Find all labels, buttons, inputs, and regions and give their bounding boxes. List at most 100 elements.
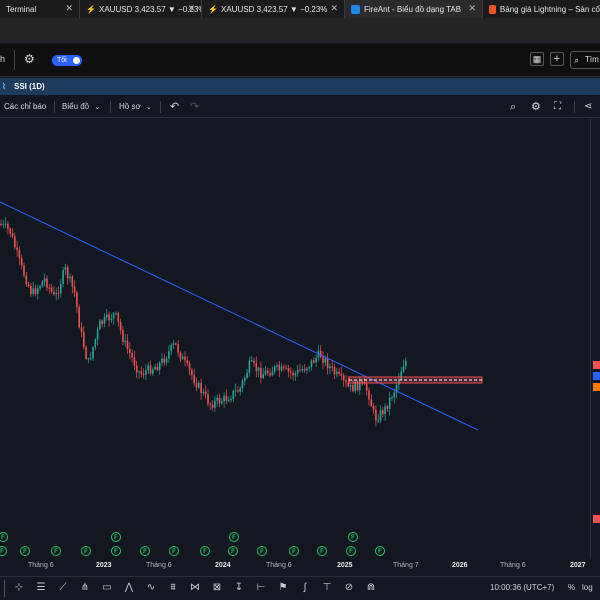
candle-body	[179, 352, 182, 359]
close-icon[interactable]: ✕	[468, 3, 476, 13]
rectangle-icon[interactable]: ▭	[102, 582, 112, 593]
profile-label: Hồ sơ	[119, 102, 141, 111]
search-input[interactable]: ⌕ Tìm	[570, 51, 600, 69]
event-marker[interactable]: F	[140, 546, 150, 556]
undo-icon[interactable]: ↶	[170, 101, 180, 113]
close-icon[interactable]: ✕	[65, 3, 73, 13]
chevron-down-icon: ⌄	[145, 104, 152, 111]
profile-button[interactable]: Hồ sơ ⌄	[119, 100, 152, 114]
time-axis[interactable]: Tháng 6 2023 Tháng 6 2024 Tháng 6 2025 Tháng 7…	[0, 559, 600, 575]
event-marker[interactable]: F	[20, 546, 30, 556]
redo-icon[interactable]: ↷	[190, 101, 200, 113]
layout-grid-icon[interactable]: ▦	[530, 52, 544, 66]
elliott-wave-icon[interactable]: ∿	[146, 582, 156, 593]
event-marker[interactable]: F	[111, 546, 121, 556]
share-icon[interactable]: ⋖	[584, 101, 593, 112]
candle-body	[85, 347, 87, 359]
text-icon[interactable]: ⊤	[322, 582, 332, 593]
percent-scale-button[interactable]: %	[568, 583, 576, 592]
price-chart[interactable]: F F F F F F F F F F F F F F F F F F	[0, 119, 590, 559]
event-marker[interactable]: F	[375, 546, 385, 556]
event-marker[interactable]: F	[289, 546, 299, 556]
browser-tab[interactable]: ⚡ XAUUSD 3,423.57 ▼ −0.23% ✕	[202, 0, 345, 18]
candle-body	[393, 392, 396, 398]
time-axis-label: Tháng 6	[500, 562, 526, 569]
candle-body	[37, 288, 39, 294]
event-marker[interactable]: F	[51, 546, 61, 556]
indicators-button[interactable]: Các chỉ báo	[4, 102, 47, 111]
browser-tab[interactable]: Bảng giá Lightning – Sàn cổ	[483, 0, 600, 18]
event-marker[interactable]: F	[257, 546, 267, 556]
candle-body	[108, 314, 110, 321]
log-scale-button[interactable]: log	[582, 583, 593, 592]
pattern-icon[interactable]: ⋀	[124, 582, 134, 593]
gear-icon[interactable]: ⚙	[24, 52, 35, 66]
browser-tab[interactable]: ⚡ XAUUSD 3,423.57 ▼ −0.23% ✕	[80, 0, 202, 18]
candle-body	[126, 340, 129, 349]
candle-body	[34, 288, 37, 294]
trendline[interactable]	[0, 201, 479, 431]
crosshair-icon[interactable]: ⊹	[14, 582, 24, 593]
event-marker[interactable]: F	[317, 546, 327, 556]
candle-body	[352, 385, 354, 392]
gann-icon[interactable]: ⊠	[212, 582, 222, 593]
event-marker[interactable]: F	[81, 546, 91, 556]
plus-icon[interactable]: +	[550, 52, 564, 66]
magnet-icon[interactable]: ⋒	[366, 582, 376, 593]
candle-body	[191, 370, 193, 376]
chart-type-button[interactable]: Biểu đồ ⌄	[62, 100, 100, 114]
candle-body	[290, 371, 292, 373]
time-axis-label: 2027	[570, 562, 586, 569]
event-marker[interactable]: F	[169, 546, 179, 556]
search-icon: ⌕	[574, 55, 580, 65]
time-axis-label: Tháng 6	[266, 562, 292, 569]
candle-body	[216, 397, 218, 401]
settings-icon[interactable]: ⚙	[531, 101, 541, 113]
close-icon[interactable]: ✕	[187, 3, 195, 13]
candle-body	[313, 360, 315, 363]
candle-body	[80, 327, 83, 333]
event-marker[interactable]: F	[0, 546, 7, 556]
price-axis[interactable]	[590, 119, 600, 559]
eraser-icon[interactable]: ⊘	[344, 582, 354, 593]
browser-tab-active[interactable]: FireAnt - Biểu đồ dạng TAB ✕	[345, 0, 483, 18]
close-icon[interactable]: ✕	[330, 3, 338, 13]
candle-body	[253, 360, 255, 364]
event-marker[interactable]: F	[200, 546, 210, 556]
pitchfork-icon[interactable]: ⋔	[80, 582, 90, 593]
brush-icon[interactable]: ∫	[303, 582, 307, 593]
event-marker[interactable]: F	[346, 546, 356, 556]
app-top-bar: h ⚙ ▦ +	[0, 44, 600, 77]
event-marker[interactable]: F	[348, 532, 358, 542]
clock-readout: 10:00:36 (UTC+7)	[490, 583, 555, 592]
chevron-down-icon: ⌄	[94, 104, 101, 111]
candle-body	[267, 370, 269, 374]
horizontal-lines-icon[interactable]: ☰	[36, 582, 46, 593]
candle-body	[4, 223, 7, 225]
dark-mode-toggle[interactable]: Tối	[52, 55, 82, 66]
event-marker-label: F	[378, 549, 382, 555]
event-marker[interactable]: F	[228, 546, 238, 556]
candle-body	[133, 357, 136, 366]
candle-body	[101, 320, 103, 324]
trendline-icon[interactable]: ⟋	[59, 582, 67, 593]
candle-body	[386, 406, 389, 409]
fullscreen-icon[interactable]: ⛶	[554, 101, 561, 112]
candle-body	[370, 399, 373, 406]
arrow-marker-icon[interactable]: ↧	[234, 582, 244, 593]
browser-tab[interactable]: Terminal ✕	[0, 0, 80, 18]
zoom-icon[interactable]: ⌕	[510, 101, 517, 113]
candle-body	[336, 371, 338, 375]
event-marker[interactable]: F	[229, 532, 239, 542]
fib-icon[interactable]: ⩩	[170, 582, 176, 593]
flag-icon[interactable]: ⚑	[278, 582, 288, 593]
candle-body	[92, 347, 94, 359]
candle-body	[27, 284, 30, 286]
candle-body	[156, 366, 159, 370]
candle-body	[375, 409, 377, 421]
event-marker[interactable]: F	[111, 532, 121, 542]
event-marker[interactable]: F	[0, 532, 8, 542]
ruler-icon[interactable]: ⊢	[256, 582, 266, 593]
cycle-icon[interactable]: ⋈	[190, 582, 200, 593]
candle-body	[87, 358, 90, 360]
